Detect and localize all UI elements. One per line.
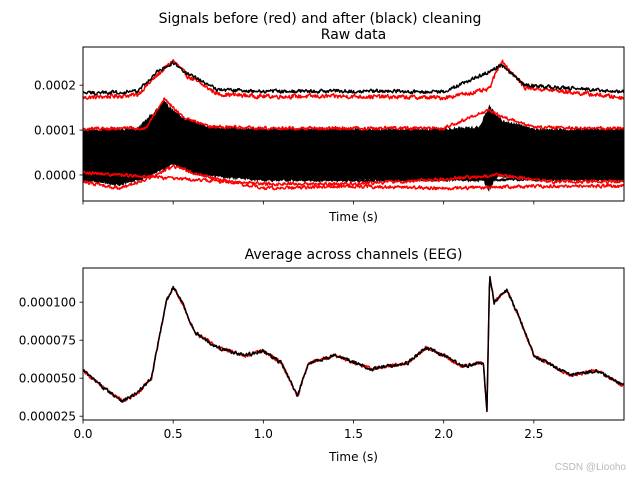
y-tick-label: 0.000025: [19, 410, 76, 424]
raw-data-ticks: 0.0000 0.0001 0.0002: [34, 79, 535, 205]
x-tick-label: 2.5: [524, 427, 543, 441]
raw-data-chart: Raw data 0.0000 0.0001 0.0002 Time (s): [34, 27, 625, 224]
raw-data-plot-area: [83, 47, 624, 201]
average-plot-background: [83, 268, 624, 420]
y-tick-label: 0.000050: [19, 372, 76, 386]
watermark: CSDN @Liooho: [555, 462, 627, 473]
x-tick-label: 0.0: [73, 427, 92, 441]
average-xlabel: Time (s): [328, 450, 378, 464]
series-line-2: [83, 275, 624, 413]
y-tick-label: 0.0002: [34, 79, 76, 93]
x-tick-label: 0.5: [164, 427, 183, 441]
raw-data-xlabel: Time (s): [328, 210, 378, 224]
series-line-1: [83, 59, 624, 101]
average-ticks: 0.0 0.5 1.0 1.5 2.0 2.5 0.000025 0.000050 0.0000…: [19, 296, 544, 441]
series-line-3: [83, 164, 624, 191]
x-tick-label: 2.0: [434, 427, 453, 441]
raw-data-title: Raw data: [321, 27, 386, 43]
average-plot-area: [83, 268, 624, 420]
y-tick-label: 0.000075: [19, 334, 76, 348]
figure-suptitle: Signals before (red) and after (black) c…: [159, 11, 482, 27]
series-line-6: [83, 97, 624, 132]
y-tick-label: 0.000100: [19, 296, 76, 310]
average-title: Average across channels (EEG): [245, 247, 463, 263]
series-line-5: [83, 170, 624, 187]
series-line-2: [83, 60, 624, 96]
x-tick-label: 1.5: [344, 427, 363, 441]
average-chart: Average across channels (EEG) 0.0 0.5 1.0 1…: [19, 247, 625, 464]
y-tick-label: 0.0000: [34, 168, 76, 182]
y-tick-label: 0.0001: [34, 124, 76, 138]
x-tick-label: 1.0: [254, 427, 273, 441]
series-line-4: [83, 159, 624, 187]
